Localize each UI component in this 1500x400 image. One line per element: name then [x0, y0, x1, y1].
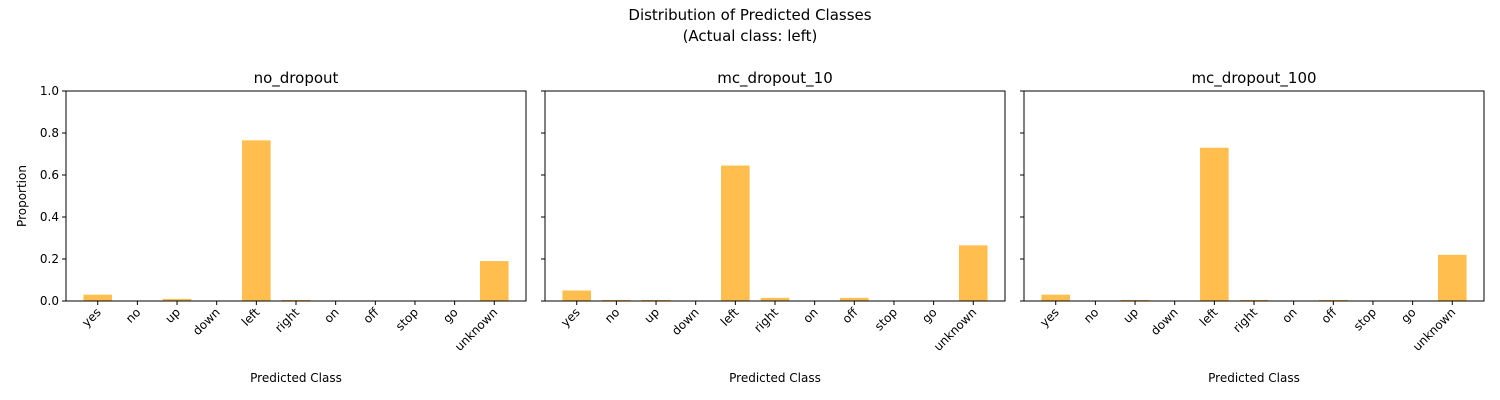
x-tick-label: yes — [79, 305, 104, 330]
y-tick-label: 0.6 — [40, 168, 59, 182]
bar-unknown — [959, 245, 988, 301]
x-tick-label: down — [1148, 305, 1181, 338]
x-axis-label: Predicted Class — [250, 371, 342, 385]
x-tick-label: up — [162, 305, 183, 326]
y-tick-label: 0.0 — [40, 294, 59, 308]
x-tick-label: down — [190, 305, 223, 338]
y-tick-label: 0.2 — [40, 252, 59, 266]
bar-up — [641, 299, 671, 301]
x-tick-label: yes — [558, 305, 583, 330]
x-tick-label: stop — [872, 305, 900, 333]
y-axis-label: Proportion — [15, 165, 29, 227]
bar-left — [1200, 147, 1229, 301]
x-tick-label: off — [839, 305, 860, 326]
x-tick-label: stop — [1351, 305, 1379, 333]
x-tick-label: left — [718, 305, 742, 329]
figure-subtitle: (Actual class: left) — [682, 27, 818, 45]
x-tick-label: up — [1120, 305, 1141, 326]
bar-right — [281, 299, 311, 301]
x-tick-label: go — [919, 305, 939, 325]
x-tick-label: stop — [393, 305, 421, 333]
x-tick-label: off — [360, 305, 381, 326]
x-tick-label: right — [1230, 305, 1260, 335]
bar-up — [162, 298, 192, 301]
panel-title: mc_dropout_10 — [717, 69, 833, 88]
bar-no — [602, 299, 631, 301]
x-tick-label: down — [669, 305, 702, 338]
x-tick-label: go — [440, 305, 460, 325]
figure-title: Distribution of Predicted Classes — [628, 6, 872, 24]
x-axis-label: Predicted Class — [1208, 371, 1300, 385]
bar-yes — [83, 294, 112, 301]
bar-unknown — [480, 261, 509, 301]
panel-title: no_dropout — [254, 69, 339, 88]
bar-unknown — [1438, 254, 1467, 301]
bar-yes — [562, 290, 591, 301]
y-tick-label: 0.8 — [40, 126, 59, 140]
x-tick-label: right — [272, 305, 302, 335]
x-tick-label: yes — [1037, 305, 1062, 330]
y-tick-label: 1.0 — [40, 84, 59, 98]
x-tick-label: off — [1318, 305, 1339, 326]
bar-right — [1239, 299, 1269, 301]
x-tick-label: no — [1081, 305, 1101, 325]
x-tick-label: on — [321, 305, 341, 325]
x-axis-label: Predicted Class — [729, 371, 821, 385]
x-tick-label: unknown — [931, 305, 979, 353]
plot-frame — [544, 90, 1006, 302]
x-tick-label: no — [123, 305, 143, 325]
bar-left — [721, 165, 750, 301]
panel-title: mc_dropout_100 — [1191, 69, 1316, 88]
x-tick-label: go — [1398, 305, 1418, 325]
bar-off — [840, 297, 869, 301]
bar-up — [1120, 299, 1150, 301]
x-tick-label: right — [751, 305, 781, 335]
bar-off — [1319, 299, 1348, 301]
plot-frame — [65, 90, 527, 302]
x-tick-label: left — [1197, 305, 1221, 329]
x-tick-label: unknown — [452, 305, 500, 353]
bar-yes — [1041, 294, 1070, 301]
x-tick-label: unknown — [1410, 305, 1458, 353]
x-tick-label: up — [641, 305, 662, 326]
bar-left — [242, 140, 271, 301]
bar-right — [760, 297, 790, 301]
plot-frame — [1023, 90, 1485, 302]
x-tick-label: left — [239, 305, 263, 329]
x-tick-label: on — [1279, 305, 1299, 325]
x-tick-label: no — [602, 305, 622, 325]
x-tick-label: on — [800, 305, 820, 325]
y-tick-label: 0.4 — [40, 210, 59, 224]
